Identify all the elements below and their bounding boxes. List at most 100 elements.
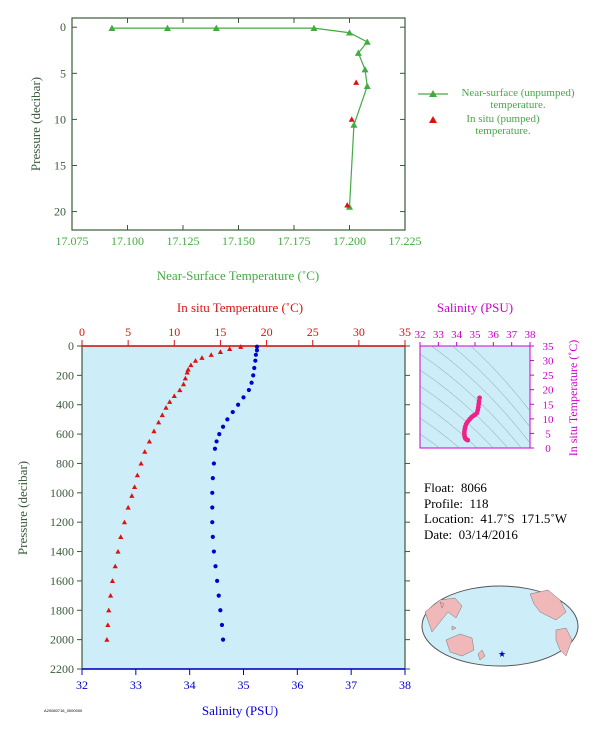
salinity-point bbox=[219, 622, 225, 628]
temperature-point bbox=[167, 399, 173, 404]
temperature-tick-label: 25 bbox=[307, 325, 319, 339]
ts-y-tick-label: 10 bbox=[543, 414, 555, 426]
temperature-point bbox=[138, 460, 144, 466]
salinity-point bbox=[217, 431, 222, 437]
pressure-tick-label: 1600 bbox=[50, 574, 74, 588]
density-contour-line bbox=[420, 417, 460, 448]
unpumped-temperature-point bbox=[212, 24, 220, 31]
north-america-landmass bbox=[529, 589, 567, 621]
salinity-point bbox=[212, 446, 218, 451]
ts-x-tick-label: 37 bbox=[506, 329, 518, 341]
unpumped-temperature-point bbox=[310, 24, 318, 31]
unpumped-temperature-point bbox=[346, 29, 353, 36]
temperature-point bbox=[112, 563, 118, 569]
ts-x-tick-label: 35 bbox=[470, 329, 482, 341]
top-x-tick-label: 17.100 bbox=[111, 234, 144, 248]
salinity-point bbox=[210, 476, 215, 481]
temperature-point bbox=[109, 578, 116, 583]
ts-diagram: 32 33 34 35 36 37 38 0 5 10 15 20 25 30 35 Salinity (P… bbox=[415, 300, 581, 456]
salinity-point bbox=[252, 365, 257, 371]
ts-x-tick-label: 34 bbox=[451, 329, 463, 341]
salinity-point bbox=[214, 439, 219, 444]
temperature-point bbox=[129, 493, 135, 498]
temperature-tick-label: 35 bbox=[399, 325, 411, 339]
pumped-temperature-point bbox=[348, 116, 355, 122]
pressure-tick-label: 1800 bbox=[50, 603, 74, 617]
ts-x-tick-label: 36 bbox=[488, 329, 500, 341]
temperature-point bbox=[159, 412, 165, 418]
salinity-point bbox=[210, 520, 215, 525]
temperature-point bbox=[199, 355, 205, 360]
new-zealand-landmass bbox=[477, 649, 486, 661]
salinity-tick-label: 36 bbox=[291, 678, 303, 692]
salinity-tick-label: 32 bbox=[76, 678, 88, 692]
float-info: Float: 8066 Profile: 118 Location: 41.7˚… bbox=[424, 480, 567, 542]
temperature-point bbox=[105, 622, 111, 628]
unpumped-temperature-point bbox=[363, 82, 371, 90]
temperature-point bbox=[155, 419, 162, 425]
asia-landmass bbox=[424, 597, 463, 633]
ts-y-tick-label: 25 bbox=[543, 370, 555, 382]
salinity-point bbox=[210, 505, 215, 510]
top-x-axis-label: Near-Surface Temperature (˚C) bbox=[157, 268, 319, 283]
temperature-point bbox=[132, 484, 138, 490]
salinity-tick-label: 33 bbox=[130, 678, 142, 692]
pressure-tick-label: 800 bbox=[56, 456, 74, 470]
temperature-point bbox=[104, 637, 110, 642]
salinity-point bbox=[216, 593, 221, 598]
temperature-point bbox=[146, 438, 152, 444]
pressure-tick-label: 2000 bbox=[50, 633, 74, 647]
salinity-point bbox=[253, 352, 258, 357]
salinity-tick-label: 34 bbox=[184, 678, 196, 692]
unpumped-temperature-point bbox=[350, 121, 358, 128]
temperature-point bbox=[121, 519, 128, 525]
top-plot-frame bbox=[71, 17, 406, 231]
salinity-tick-label: 38 bbox=[399, 678, 411, 692]
temperature-point bbox=[163, 405, 169, 410]
salinity-point bbox=[241, 395, 246, 400]
temperature-point bbox=[171, 393, 177, 398]
pressure-tick-label: 1200 bbox=[50, 515, 74, 529]
density-contour-line bbox=[420, 369, 509, 448]
profile-y-axis-label: Pressure (decibar) bbox=[15, 461, 30, 555]
legend-line-triangle-icon bbox=[418, 90, 448, 97]
salinity-point bbox=[230, 409, 235, 415]
south-america-landmass bbox=[555, 627, 573, 657]
density-contour-line bbox=[431, 346, 530, 444]
pressure-tick-label: 0 bbox=[68, 339, 74, 353]
pumped-temperature-point bbox=[353, 79, 360, 85]
temperature-tick-label: 0 bbox=[79, 325, 85, 339]
salinity-point bbox=[220, 637, 226, 642]
density-contour-line bbox=[420, 401, 478, 448]
profile-number: Profile: 118 bbox=[424, 495, 489, 511]
float-id: Float: 8066 bbox=[424, 480, 487, 495]
pressure-tick-label: 200 bbox=[56, 368, 74, 382]
unpumped-temperature-point bbox=[354, 49, 362, 56]
unpumped-temperature-point bbox=[361, 66, 369, 73]
salinity-axis-label: Salinity (PSU) bbox=[202, 703, 278, 718]
top-y-tick-label: 0 bbox=[60, 20, 66, 34]
unpumped-temperature-point bbox=[363, 38, 371, 45]
temperature-point bbox=[115, 548, 121, 554]
temperature-tick-label: 30 bbox=[353, 325, 365, 339]
temperature-point bbox=[108, 592, 114, 598]
top-x-tick-label: 17.225 bbox=[389, 234, 422, 248]
salinity-point bbox=[218, 608, 223, 613]
pressure-tick-label: 1400 bbox=[50, 545, 74, 559]
near-surface-temperature-plot: 17.075 17.100 17.125 17.150 17.175 17.200 17.2… bbox=[28, 17, 422, 283]
top-x-tick-label: 17.125 bbox=[167, 234, 200, 248]
salinity-tick-label: 35 bbox=[238, 678, 250, 692]
unpumped-temperature-point bbox=[108, 24, 116, 31]
ts-y-tick-label: 0 bbox=[545, 443, 551, 455]
temperature-point bbox=[238, 344, 244, 349]
salinity-point bbox=[215, 578, 220, 584]
temperature-point bbox=[134, 472, 140, 478]
temperature-point bbox=[142, 449, 148, 454]
temperature-tick-label: 20 bbox=[261, 325, 273, 339]
temperature-point bbox=[118, 534, 124, 539]
temperature-point bbox=[188, 362, 194, 368]
salinity-point bbox=[249, 380, 254, 385]
density-contour-line bbox=[420, 385, 494, 448]
salinity-point bbox=[211, 461, 216, 466]
ts-x-tick-label: 32 bbox=[415, 329, 426, 341]
